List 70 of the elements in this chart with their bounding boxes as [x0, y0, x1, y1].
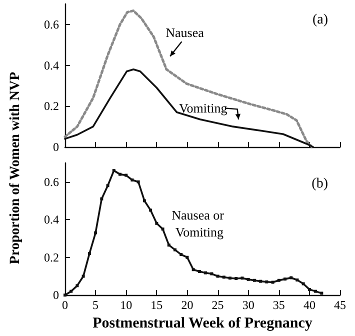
point — [94, 231, 98, 234]
y-tick-label: 0 — [53, 288, 59, 302]
point — [70, 290, 73, 293]
point — [124, 174, 128, 177]
point — [222, 276, 226, 279]
text: (a) — [312, 12, 328, 28]
point — [240, 276, 244, 280]
y-tick-label: 0.2 — [44, 250, 59, 264]
point — [118, 172, 122, 176]
y-tick-label: 0.6 — [44, 174, 59, 189]
point — [88, 252, 91, 256]
point — [252, 278, 256, 282]
point — [204, 271, 208, 274]
point — [64, 294, 66, 297]
point — [284, 278, 286, 281]
x-tick-label: 40 — [303, 298, 316, 312]
line-series — [64, 9, 314, 148]
x-tick-label: 15 — [150, 298, 163, 312]
y-tick-label: 0.4 — [44, 212, 59, 227]
x-tick-label: 0 — [62, 298, 68, 312]
point — [112, 169, 116, 172]
point — [308, 288, 311, 291]
point — [302, 282, 305, 286]
point — [100, 197, 104, 200]
y-tick-label: 0.4 — [44, 58, 59, 72]
y-tick-label: 0.6 — [44, 17, 59, 32]
y-tick-label: 0.2 — [44, 99, 59, 114]
series-label: Nausea or Vomiting — [172, 207, 228, 240]
x-tick-label: 25 — [212, 298, 224, 312]
y-axis-title: Proportion of Women with NVP — [8, 72, 24, 264]
point — [174, 248, 176, 252]
point — [106, 184, 110, 188]
series-label: Nausea — [166, 25, 204, 40]
point — [246, 278, 250, 281]
point — [259, 280, 262, 283]
point — [216, 274, 220, 278]
x-tick-label: 35 — [272, 298, 285, 312]
point — [265, 280, 268, 284]
point — [228, 276, 232, 280]
point — [180, 253, 183, 256]
x-axis-title: Postmenstrual Week of Pregnancy — [92, 316, 313, 332]
point — [82, 274, 85, 278]
point — [290, 276, 293, 280]
point — [155, 222, 158, 225]
point — [296, 278, 299, 282]
line-series — [64, 68, 314, 148]
point — [210, 272, 214, 276]
point — [161, 228, 164, 231]
point — [130, 178, 134, 182]
point — [136, 180, 140, 184]
x-tick-label: 20 — [181, 298, 194, 312]
x-tick-label: 30 — [242, 298, 254, 312]
point — [142, 199, 146, 202]
point — [198, 270, 201, 274]
point — [314, 290, 318, 293]
point — [167, 244, 170, 247]
point — [192, 268, 195, 272]
point — [149, 208, 152, 212]
point — [76, 284, 79, 288]
point — [186, 256, 189, 259]
x-tick-label: 45 — [334, 298, 346, 312]
x-tick-label: 5 — [92, 298, 99, 312]
text: (b) — [312, 176, 328, 192]
point — [320, 292, 324, 295]
x-tick-label: 10 — [120, 298, 132, 312]
point — [277, 278, 280, 282]
point — [234, 276, 238, 280]
series-label: Vomiting — [179, 100, 228, 116]
point — [271, 280, 274, 284]
y-tick-label: 0 — [53, 140, 59, 154]
